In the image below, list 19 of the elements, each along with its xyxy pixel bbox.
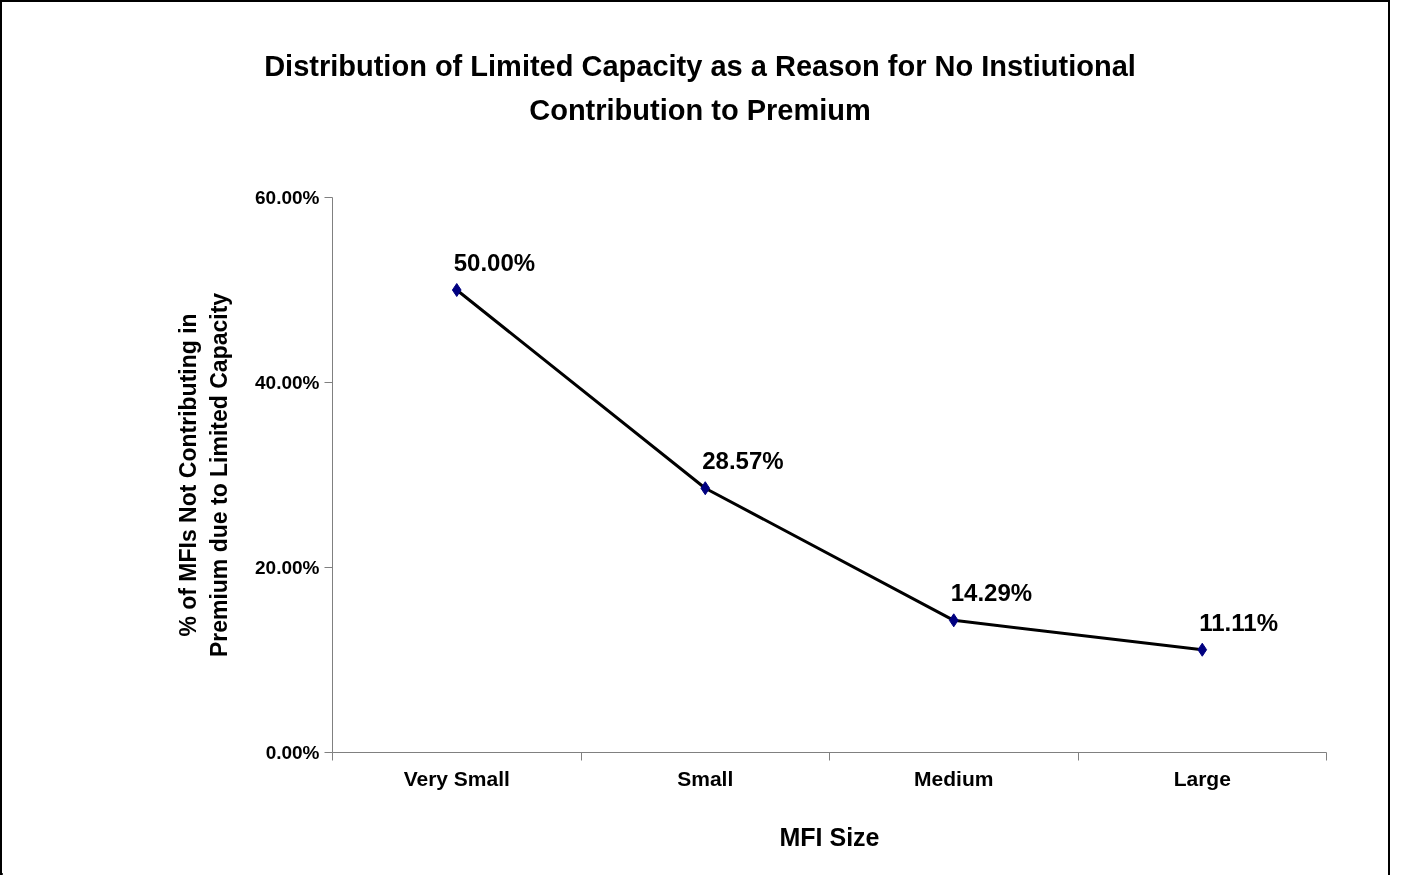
x-tick-label: Very Small: [403, 766, 510, 790]
y-tick-label: 60.00%: [255, 187, 320, 208]
point: [948, 613, 959, 628]
x-axis-title: MFI Size: [779, 822, 880, 851]
point: [1197, 642, 1208, 657]
chart-title: Distribution of Limited Capacity as a Reason for No Instiutional Contribution to Premium: [264, 49, 1136, 128]
point: [451, 283, 462, 297]
data-label: 11.11%: [1199, 608, 1278, 636]
data-label: 14.29%: [950, 579, 1033, 607]
x-tick-label: Small: [677, 766, 734, 790]
y-tick-label: 20.00%: [255, 557, 320, 578]
data-label: 50.00%: [453, 249, 536, 276]
y-axis-title: % of MFIs Not Contributing in Premium due to Limited Capacity: [174, 292, 233, 658]
y-tick-label: 40.00%: [255, 372, 320, 393]
y-tick-label: 0.00%: [265, 742, 320, 763]
x-tick-label: Large: [1173, 766, 1231, 790]
x-tick-label: Medium: [914, 766, 994, 790]
point: [700, 481, 711, 496]
data-label: 28.57%: [702, 447, 784, 475]
